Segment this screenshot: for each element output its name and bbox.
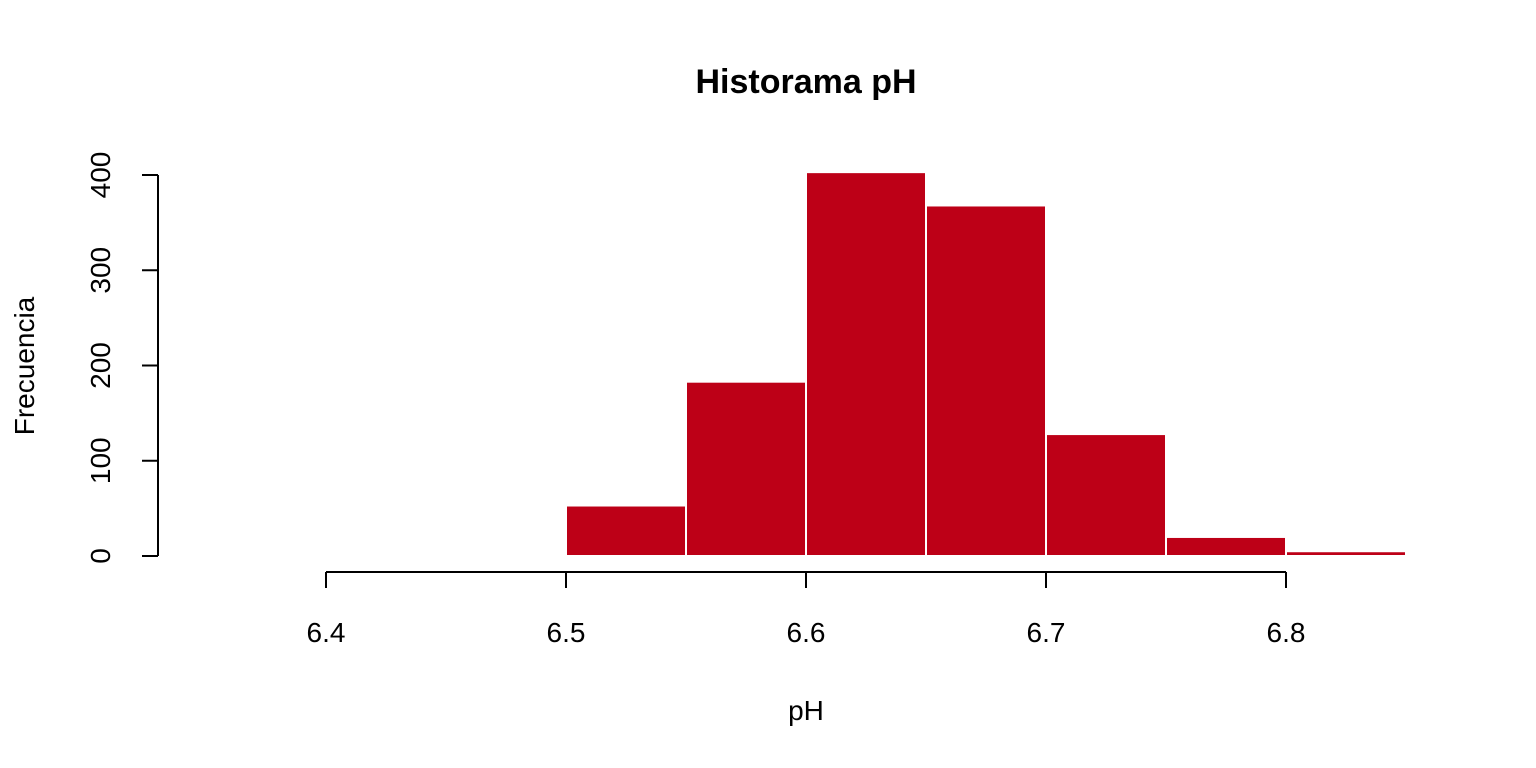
- histogram-bar: [685, 380, 807, 557]
- histogram-bar: [565, 504, 687, 557]
- y-axis: 0 100 200 300 400: [85, 152, 159, 564]
- y-tick-label: 100: [85, 437, 116, 484]
- x-axis-label: pH: [788, 695, 824, 726]
- y-tick-label: 400: [85, 152, 116, 199]
- chart-title: Historama pH: [695, 63, 916, 101]
- y-tick-label: 0: [85, 548, 116, 564]
- x-tick-label: 6.4: [307, 617, 346, 648]
- histogram-bar: [445, 554, 567, 558]
- bars-group: [445, 171, 1407, 558]
- histogram-bar: [1285, 550, 1407, 557]
- y-axis-label: Frecuencia: [9, 296, 40, 435]
- histogram-bar: [805, 171, 927, 558]
- x-tick-label: 6.7: [1027, 617, 1066, 648]
- x-tick-label: 6.6: [787, 617, 826, 648]
- histogram-bar: [1165, 535, 1287, 558]
- y-tick-label: 300: [85, 247, 116, 294]
- x-tick-label: 6.8: [1267, 617, 1306, 648]
- x-tick-label: 6.5: [547, 617, 586, 648]
- histogram-bar: [1045, 433, 1167, 557]
- x-axis: 6.4 6.5 6.6 6.7 6.8: [307, 571, 1306, 648]
- histogram-bar: [925, 204, 1047, 557]
- y-tick-label: 200: [85, 342, 116, 389]
